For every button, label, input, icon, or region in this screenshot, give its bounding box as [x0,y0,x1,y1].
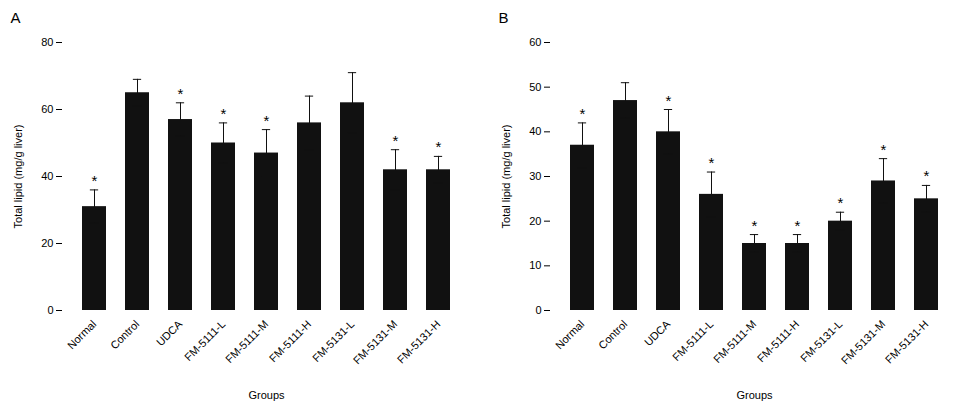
svg-text:40: 40 [41,170,53,182]
svg-text:*: * [580,105,586,122]
svg-text:*: * [393,132,399,149]
svg-text:*: * [666,92,672,109]
svg-text:FM-5131-H: FM-5131-H [883,318,931,366]
svg-text:UDCA: UDCA [642,317,673,348]
svg-text:60: 60 [41,103,53,115]
svg-text:Control: Control [108,318,142,352]
svg-text:*: * [178,85,184,102]
svg-text:*: * [881,141,887,158]
svg-text:20: 20 [529,215,541,227]
svg-text:B: B [499,9,509,26]
svg-text:60: 60 [529,36,541,48]
svg-text:Normal: Normal [65,318,99,352]
svg-text:*: * [838,194,844,211]
svg-text:0: 0 [47,304,53,316]
svg-text:10: 10 [529,259,541,271]
svg-text:*: * [264,112,270,129]
svg-text:*: * [709,154,715,171]
svg-text:*: * [752,217,758,234]
svg-text:UDCA: UDCA [154,317,185,348]
svg-text:20: 20 [41,237,53,249]
svg-text:FM-5131-H: FM-5131-H [395,318,443,366]
svg-text:0: 0 [535,304,541,316]
svg-text:FM-5111-M: FM-5111-M [223,318,271,366]
svg-text:*: * [436,138,442,155]
svg-text:Groups: Groups [736,389,773,401]
svg-text:Normal: Normal [553,318,587,352]
svg-text:*: * [795,217,801,234]
svg-text:FM-5111-H: FM-5111-H [267,318,314,365]
svg-text:50: 50 [529,81,541,93]
svg-text:FM-5111-L: FM-5111-L [182,318,227,363]
svg-text:30: 30 [529,170,541,182]
svg-text:80: 80 [41,36,53,48]
svg-text:40: 40 [529,125,541,137]
svg-text:FM-5111-L: FM-5111-L [670,318,715,363]
svg-text:A: A [11,9,21,26]
svg-text:Total lipid (mg/g liver): Total lipid (mg/g liver) [12,125,24,229]
svg-text:FM-5111-M: FM-5111-M [711,318,759,366]
svg-text:*: * [221,105,227,122]
svg-text:*: * [92,172,98,189]
svg-text:FM-5131-L: FM-5131-L [798,318,845,365]
svg-text:*: * [924,167,930,184]
svg-text:FM-5111-H: FM-5111-H [755,318,802,365]
svg-text:FM-5131-M: FM-5131-M [351,318,400,367]
svg-text:Control: Control [596,318,630,352]
svg-text:Total lipid (mg/g liver): Total lipid (mg/g liver) [500,125,512,229]
svg-text:FM-5131-L: FM-5131-L [310,318,357,365]
svg-text:Groups: Groups [248,389,285,401]
svg-text:FM-5131-M: FM-5131-M [839,318,888,367]
